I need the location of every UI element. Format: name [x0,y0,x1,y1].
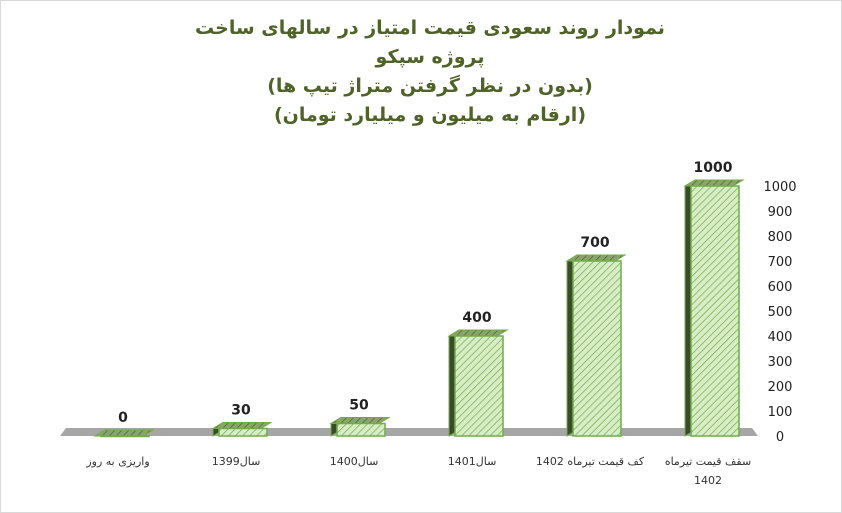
title-line-2: پروژه سپکو [375,46,485,68]
bar-3 [454,335,504,437]
bar-top-0 [93,429,155,437]
y-tick-100: 100 [768,405,793,420]
category-label-4: کف قیمت تیرماه 1402 [536,455,645,468]
chart-title: نمودار روند سعودی قیمت امتیاز در سالهای … [60,14,800,130]
bar-top-2 [329,417,391,424]
y-tick-700: 700 [768,255,793,270]
chart-floor [60,428,758,436]
data-label-3: 400 [462,310,491,326]
y-tick-0: 0 [776,430,784,445]
category-label-3: سال1401 [448,455,497,468]
bar-top-3 [447,329,509,337]
y-tick-300: 300 [768,355,793,370]
y-tick-800: 800 [768,230,793,245]
bar-2 [336,422,386,437]
category-label-5-0: سقف قیمت تیرماه [665,455,751,468]
bar-0 [100,435,150,438]
data-label-4: 700 [580,235,609,251]
data-label-1: 30 [231,403,251,419]
y-tick-400: 400 [768,330,793,345]
bar-top-1 [211,422,273,429]
y-tick-500: 500 [768,305,793,320]
data-label-0: 0 [118,410,128,426]
title-line-1: نمودار روند سعودی قیمت امتیاز در سالهای … [195,17,665,39]
data-label-2: 50 [349,398,369,414]
bar-top-5 [683,179,745,187]
data-label-5: 1000 [694,160,733,176]
category-label-0: واریزی به روز [85,455,149,468]
bar-top-4 [565,254,627,262]
y-tick-1000: 1000 [763,180,796,195]
title-line-3: (بدون در نظر گرفتن متراژ تیپ ها) [267,75,593,97]
bar-5 [690,185,740,437]
y-tick-600: 600 [768,280,793,295]
bar-1 [218,427,268,437]
bar-4 [572,260,622,437]
y-tick-900: 900 [768,205,793,220]
y-tick-200: 200 [768,380,793,395]
category-label-2: سال1400 [330,455,379,468]
category-label-5-1: 1402 [694,474,722,487]
category-label-1: سال1399 [212,455,261,468]
title-line-4: (ارقام به میلیون و میلیارد تومان) [273,104,587,126]
